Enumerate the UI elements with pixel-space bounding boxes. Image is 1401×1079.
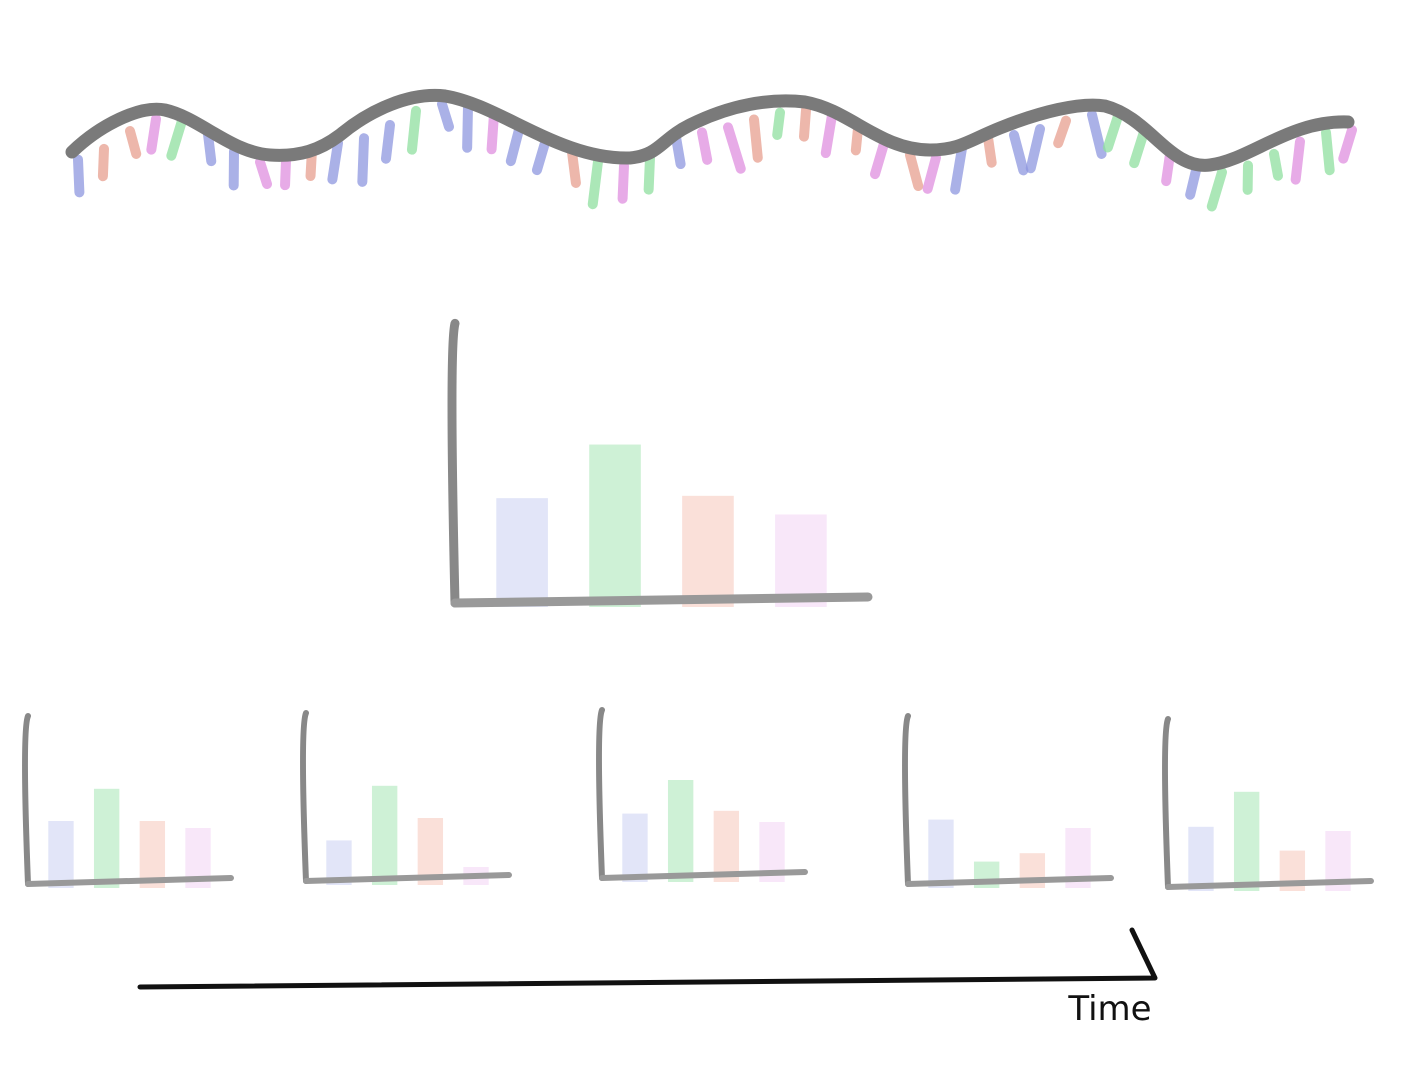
strand-tick xyxy=(567,147,581,188)
strand xyxy=(65,88,1355,172)
bar xyxy=(667,780,694,882)
y-axis xyxy=(447,318,460,608)
strand-tick xyxy=(671,132,686,170)
x-axis xyxy=(25,875,234,887)
x-axis xyxy=(1165,878,1374,890)
bar xyxy=(139,821,166,888)
y-axis xyxy=(1162,716,1171,890)
x-axis xyxy=(905,875,1114,887)
strand-tick xyxy=(1129,126,1149,169)
strand-tick xyxy=(983,132,997,168)
bar-charts xyxy=(22,318,1374,891)
bar-chart xyxy=(300,710,512,885)
strand-tick xyxy=(146,113,161,155)
bar xyxy=(1233,791,1260,891)
strand-tick xyxy=(280,155,291,191)
time-label: Time xyxy=(1067,989,1151,1029)
bar xyxy=(928,819,954,888)
bar-chart xyxy=(1162,716,1374,891)
strand-tick xyxy=(1009,130,1029,176)
bar-chart xyxy=(22,713,234,888)
strand-tick xyxy=(380,119,395,164)
bar-chart xyxy=(447,318,873,608)
strand-tick xyxy=(406,105,421,155)
strand-tick xyxy=(437,99,454,132)
bar xyxy=(417,818,444,885)
strand-tick xyxy=(73,154,85,198)
strand-tick xyxy=(1269,148,1283,181)
bar xyxy=(1188,826,1214,891)
bar xyxy=(48,821,74,888)
y-axis xyxy=(596,707,605,881)
strand-tick xyxy=(820,110,837,159)
strand-tick xyxy=(125,126,142,159)
bar xyxy=(682,495,734,607)
bar xyxy=(622,813,648,882)
bar-chart xyxy=(596,707,808,882)
strand-tick xyxy=(1025,124,1045,174)
strand-tick xyxy=(697,127,713,165)
strand-tick xyxy=(772,107,785,140)
strand-tick xyxy=(203,129,217,167)
strand-tick xyxy=(1290,136,1305,185)
strand-tick xyxy=(1161,149,1175,187)
x-axis xyxy=(303,872,512,884)
strand-tick xyxy=(1206,167,1227,212)
strand-tick xyxy=(643,152,655,195)
strand-tick xyxy=(486,109,499,155)
bar xyxy=(775,514,827,607)
strand-tick xyxy=(1087,109,1107,159)
strand-tick xyxy=(850,123,863,156)
strand-tick xyxy=(462,101,473,153)
bar-chart xyxy=(902,713,1114,888)
strand-ticks xyxy=(73,99,1357,212)
strand-tick xyxy=(905,150,924,191)
strand-tick xyxy=(357,133,369,187)
x-axis xyxy=(450,592,873,608)
time-arrow xyxy=(137,927,1158,990)
strand-tick xyxy=(255,157,272,190)
strand-tick xyxy=(531,134,551,176)
strand-tick xyxy=(587,156,603,210)
bar xyxy=(496,498,548,607)
strand-tick xyxy=(723,122,746,174)
strand-tick xyxy=(617,160,629,204)
strand-tick xyxy=(870,138,889,180)
strand-tick xyxy=(327,138,343,185)
bar xyxy=(371,785,398,885)
bar xyxy=(93,788,120,888)
strand-tick xyxy=(97,143,109,182)
strand-tick xyxy=(922,152,941,194)
strand-tick xyxy=(1185,165,1201,200)
bar xyxy=(589,444,641,607)
strand-tick xyxy=(1321,127,1335,176)
y-axis xyxy=(300,710,309,884)
y-axis xyxy=(22,713,31,887)
strand-tick xyxy=(799,105,811,142)
y-axis xyxy=(902,713,911,887)
x-axis xyxy=(599,869,808,881)
strand-tick xyxy=(1053,115,1071,149)
bar xyxy=(713,810,740,882)
strand-tick xyxy=(950,143,967,195)
strand-tick xyxy=(1338,125,1357,164)
strand-tick xyxy=(166,115,187,161)
strand-tick xyxy=(1102,111,1123,153)
strand-tick xyxy=(749,114,763,163)
